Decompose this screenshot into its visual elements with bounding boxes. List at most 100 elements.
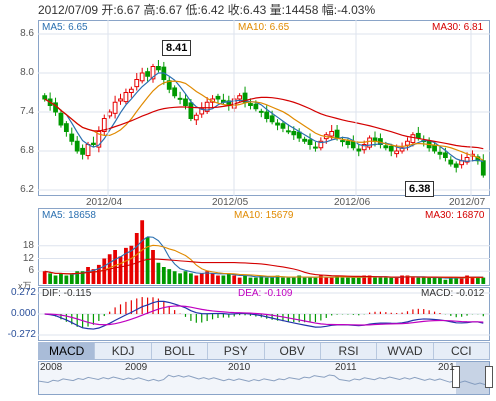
indicator-tabs: MACD KDJ BOLL PSY OBV RSI WVAD CCI [38, 342, 490, 360]
macd-dif: DIF: -0.115 [42, 288, 92, 299]
volume-bar [302, 277, 307, 284]
overview-right-handle[interactable] [485, 366, 493, 388]
volume-bar [237, 277, 242, 284]
tab-cci[interactable]: CCI [450, 344, 472, 358]
volume-bar [313, 277, 318, 284]
tab-psy[interactable]: PSY [208, 343, 265, 359]
overview-left-handle[interactable] [452, 366, 460, 388]
tab-rsi[interactable]: RSI [321, 343, 378, 359]
price-panel[interactable] [38, 20, 490, 196]
candle-body [58, 112, 64, 126]
volume-bar [389, 277, 394, 284]
volume-ma5: MA5: 18658 [42, 210, 96, 221]
volume-bar [416, 277, 421, 284]
price-ma30: MA30: 6.81 [432, 22, 484, 33]
overview-navigator[interactable] [38, 361, 490, 395]
volume-bar [91, 269, 96, 284]
candle-body [188, 102, 194, 120]
candle-body [183, 98, 188, 106]
macd-chart [38, 292, 490, 336]
volume-bar [351, 277, 356, 284]
tab-macd[interactable]: MACD [39, 343, 96, 359]
tab-obv[interactable]: OBV [265, 343, 321, 359]
high-label: 高 [143, 3, 156, 17]
candle-body [112, 101, 118, 114]
volume-bar [134, 233, 139, 284]
tab-boll[interactable]: BOLL [152, 343, 209, 359]
candle-body [253, 103, 259, 110]
candle-body [296, 131, 302, 139]
close-label: 收 [227, 3, 240, 17]
volume-bar [448, 277, 453, 284]
volume-y-tick: 18 [22, 239, 34, 251]
candle-body [237, 95, 243, 100]
price-ma5: MA5: 6.65 [42, 22, 88, 33]
max-price-callout: 8.41 [162, 40, 192, 56]
candle-body [166, 80, 172, 90]
volume-bar [167, 269, 172, 284]
open-label: 开 [101, 3, 114, 17]
candle-body [63, 123, 69, 132]
volume-bar [340, 277, 345, 284]
overview-chart [38, 374, 490, 386]
volume-chart [38, 220, 490, 284]
ma5-line [44, 72, 484, 163]
volume-bar [400, 275, 404, 284]
candle-body [177, 97, 183, 100]
volume-bar [367, 275, 372, 284]
volume-bar [373, 277, 377, 284]
candle-body [480, 160, 486, 176]
dea-line [44, 305, 484, 326]
volume-ma10: MA10: 15679 [234, 210, 294, 221]
volume-panel[interactable] [38, 208, 490, 286]
volume-bar [259, 275, 264, 284]
candle-body [139, 72, 145, 82]
volume-y-tick: 6 [28, 265, 34, 277]
candle-body [123, 92, 129, 103]
volume-bar [151, 250, 155, 284]
candle-body [388, 145, 394, 152]
change-label: 幅 [321, 3, 334, 17]
volume-bar [64, 275, 69, 284]
candle-body [350, 141, 356, 149]
candle-body [383, 145, 389, 149]
ma30-line [44, 96, 484, 150]
volume-bar [210, 273, 215, 284]
candle-body [340, 140, 345, 143]
macd-value: MACD: -0.012 [421, 288, 485, 299]
candle-body [42, 95, 48, 100]
candle-body [156, 66, 161, 71]
candle-body [329, 131, 335, 137]
price-y-tick: 6.8 [20, 145, 34, 156]
candle-body [80, 147, 86, 155]
candle-body [69, 133, 75, 142]
tab-wvad[interactable]: WVAD [377, 343, 434, 359]
macd-y-tick: 0.272 [10, 287, 36, 298]
candle-body [128, 88, 134, 93]
price-y-tick: 7.4 [20, 106, 34, 117]
candle-body [394, 150, 400, 155]
volume-bar [48, 273, 53, 284]
volume-bar [183, 271, 188, 284]
volume-bar [465, 275, 469, 284]
volume-bar [172, 271, 177, 284]
volume-bar [75, 271, 80, 284]
tab-kdj[interactable]: KDJ [95, 343, 152, 359]
volume-label: 量 [269, 3, 282, 17]
volume-bar [69, 273, 74, 284]
overview-range-selection[interactable] [456, 362, 490, 394]
volume-value: 14458 [285, 3, 319, 17]
price-y-tick: 6.2 [20, 184, 34, 195]
volume-bar [438, 277, 442, 284]
macd-y-tick: 0.000 [10, 308, 36, 319]
candle-body [145, 71, 150, 77]
candle-body [356, 148, 362, 152]
candle-body [442, 152, 448, 158]
volume-bar [286, 277, 291, 284]
volume-bar [113, 250, 117, 284]
volume-bar [42, 271, 47, 284]
volume-bar [248, 277, 253, 284]
candle-body [432, 144, 437, 152]
candle-body [172, 87, 178, 97]
volume-y-tick: 12 [22, 252, 34, 264]
